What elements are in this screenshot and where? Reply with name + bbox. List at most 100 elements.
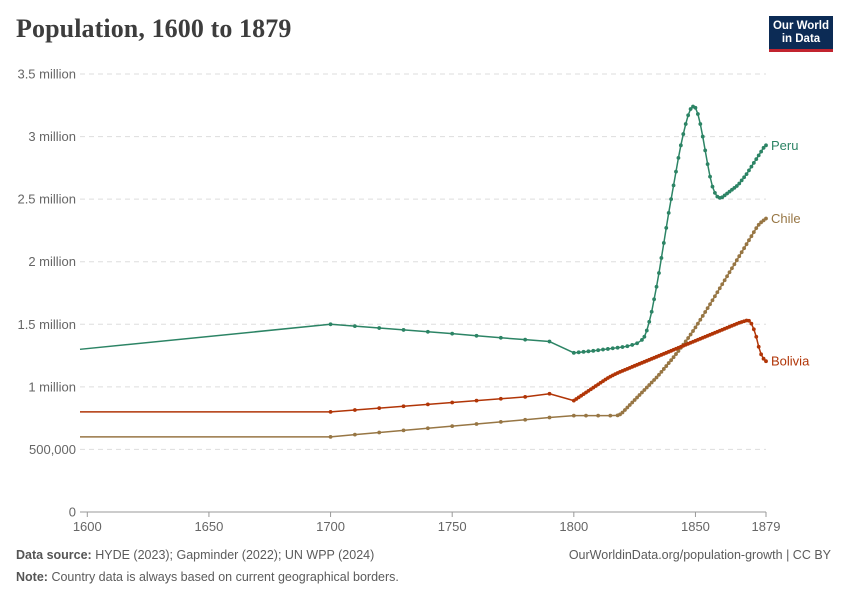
data-point[interactable] xyxy=(688,107,693,111)
data-point[interactable] xyxy=(591,348,596,353)
data-point[interactable] xyxy=(642,388,647,392)
data-point[interactable] xyxy=(671,183,676,188)
data-point[interactable] xyxy=(425,426,430,431)
data-point[interactable] xyxy=(328,435,333,439)
data-point[interactable] xyxy=(647,383,652,387)
data-point[interactable] xyxy=(610,346,615,351)
data-point[interactable] xyxy=(703,148,708,153)
data-point[interactable] xyxy=(571,413,576,418)
data-point[interactable] xyxy=(630,400,635,405)
data-point[interactable] xyxy=(377,406,382,411)
data-point[interactable] xyxy=(749,321,754,326)
data-point[interactable] xyxy=(683,339,688,344)
data-point[interactable] xyxy=(764,359,768,364)
data-point[interactable] xyxy=(640,390,644,395)
data-point[interactable] xyxy=(678,143,683,148)
data-point[interactable] xyxy=(742,175,747,180)
data-point[interactable] xyxy=(681,132,686,136)
data-point[interactable] xyxy=(586,349,591,354)
data-point[interactable] xyxy=(683,122,688,126)
data-point[interactable] xyxy=(747,238,751,243)
data-point[interactable] xyxy=(742,246,747,251)
data-point[interactable] xyxy=(352,408,357,412)
data-point[interactable] xyxy=(625,344,630,349)
data-point[interactable] xyxy=(523,337,528,342)
data-point[interactable] xyxy=(754,157,759,162)
data-point[interactable] xyxy=(759,352,764,357)
data-point[interactable] xyxy=(328,322,333,327)
data-point[interactable] xyxy=(754,226,759,231)
data-point[interactable] xyxy=(352,324,357,329)
data-point[interactable] xyxy=(754,334,759,339)
series-line[interactable] xyxy=(79,105,767,354)
data-point[interactable] xyxy=(523,394,528,399)
data-source-text[interactable]: HYDE (2023); Gapminder (2022); UN WPP (2… xyxy=(95,548,375,562)
data-point[interactable] xyxy=(747,318,751,323)
data-point[interactable] xyxy=(657,372,661,377)
series-lines[interactable] xyxy=(79,104,768,439)
data-point[interactable] xyxy=(647,319,652,324)
data-point[interactable] xyxy=(581,349,586,354)
data-point[interactable] xyxy=(644,328,649,333)
data-point[interactable] xyxy=(759,149,764,154)
data-point[interactable] xyxy=(642,334,647,339)
data-point[interactable] xyxy=(710,184,715,189)
data-point[interactable] xyxy=(671,355,676,360)
data-point[interactable] xyxy=(627,403,632,407)
data-point[interactable] xyxy=(615,345,620,350)
data-point[interactable] xyxy=(713,190,717,195)
data-point[interactable] xyxy=(644,385,649,390)
data-point[interactable] xyxy=(637,393,642,397)
owid-logo[interactable]: Our World in Data xyxy=(769,16,833,52)
data-point[interactable] xyxy=(676,155,681,160)
data-point[interactable] xyxy=(328,409,333,414)
data-point[interactable] xyxy=(722,278,727,283)
data-point[interactable] xyxy=(659,369,664,374)
data-point[interactable] xyxy=(730,266,734,271)
data-point[interactable] xyxy=(401,404,406,409)
data-point[interactable] xyxy=(744,242,749,247)
data-point[interactable] xyxy=(725,274,729,279)
data-point[interactable] xyxy=(474,398,479,403)
data-point[interactable] xyxy=(596,348,601,353)
data-point[interactable] xyxy=(737,181,742,186)
data-point[interactable] xyxy=(620,345,625,349)
data-point[interactable] xyxy=(744,172,749,177)
series-labels[interactable]: Peru Chile Bolivia xyxy=(771,138,810,369)
data-point[interactable] xyxy=(377,326,382,330)
data-point[interactable] xyxy=(708,302,712,307)
data-point[interactable] xyxy=(715,290,720,295)
data-point[interactable] xyxy=(498,420,503,424)
data-point[interactable] xyxy=(352,432,357,437)
data-point[interactable] xyxy=(450,424,455,429)
data-point[interactable] xyxy=(686,113,691,118)
data-point[interactable] xyxy=(693,105,698,110)
data-point[interactable] xyxy=(756,153,761,158)
data-point[interactable] xyxy=(739,250,744,255)
data-point[interactable] xyxy=(703,310,708,314)
data-point[interactable] xyxy=(747,168,751,173)
series-label-peru[interactable]: Peru xyxy=(771,138,798,153)
data-point[interactable] xyxy=(547,415,552,420)
data-point[interactable] xyxy=(669,197,674,202)
data-point[interactable] xyxy=(635,395,639,400)
data-point[interactable] xyxy=(654,284,659,289)
data-point[interactable] xyxy=(749,234,754,239)
data-point[interactable] xyxy=(425,329,430,334)
data-point[interactable] xyxy=(705,162,710,167)
data-point[interactable] xyxy=(605,347,610,351)
data-point[interactable] xyxy=(649,380,654,385)
data-point[interactable] xyxy=(640,338,644,342)
data-point[interactable] xyxy=(425,402,430,407)
data-point[interactable] xyxy=(601,347,605,352)
data-point[interactable] xyxy=(749,164,754,169)
data-point[interactable] xyxy=(623,408,627,412)
credit-link[interactable]: OurWorldinData.org/population-growth | C… xyxy=(568,548,831,562)
data-point[interactable] xyxy=(474,333,479,338)
data-point[interactable] xyxy=(734,258,739,263)
data-point[interactable] xyxy=(713,294,717,299)
data-point[interactable] xyxy=(674,169,678,174)
data-point[interactable] xyxy=(700,314,705,318)
data-point[interactable] xyxy=(377,430,382,435)
